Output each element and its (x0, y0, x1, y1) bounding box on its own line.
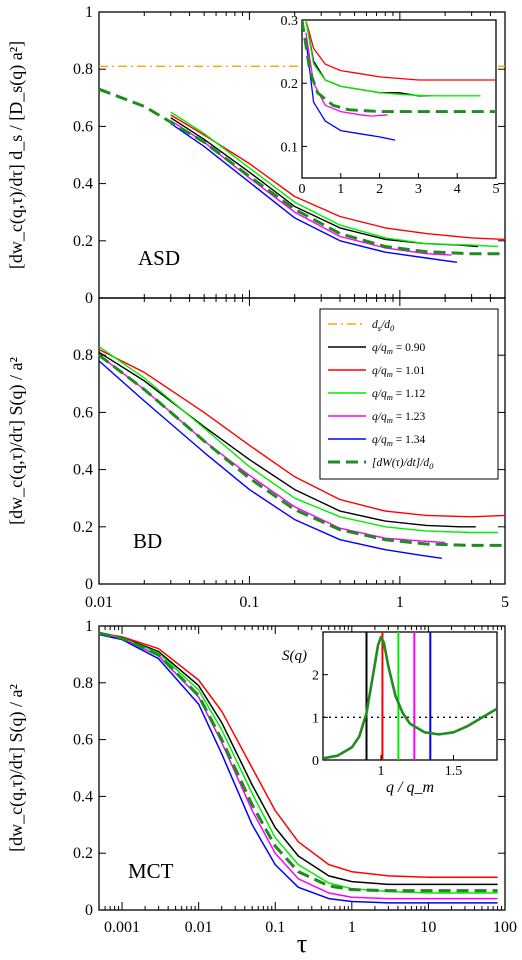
mct-ylabel: [dw_c(q,τ)/dτ] S(q) / a² (6, 684, 27, 852)
bd-y-ticks: 0 0.2 0.4 0.6 0.8 (73, 347, 505, 593)
asd-inset-ytick-label: 0.1 (281, 140, 299, 155)
asd-inset-frame (301, 19, 497, 179)
bd-xtick-label: 5 (501, 594, 509, 611)
asd-inset-xtick-label: 0 (299, 182, 306, 197)
bd-ytick-label: 0.4 (73, 462, 93, 479)
mct-inset-xlabel: q / q_m (386, 779, 434, 796)
asd-ytick-label: 0.8 (73, 61, 93, 78)
mct-xtick-label: 0.001 (104, 919, 140, 936)
asd-inset-background (302, 20, 496, 178)
legend-label-dsd0: ds/d0 (372, 319, 395, 333)
mct-xtick-label: 100 (493, 919, 517, 936)
mct-inset-title: S(q) (282, 648, 307, 664)
mct-inset: S(q) q / q_m 1 1.5 0 1 2 (282, 631, 498, 796)
mct-xtick-label: 0.1 (265, 919, 285, 936)
mct-inset-sq-curve (323, 635, 497, 760)
bd-legend: ds/d0 q/qm = 0.90 q/qm = 1.01 q/qm = 1.12 q/… (319, 308, 499, 480)
asd-inset-xtick-label: 5 (493, 182, 500, 197)
mct-ytick-label: 0.8 (73, 675, 93, 692)
mct-ytick-label: 0.6 (73, 732, 93, 749)
mct-ytick-label: 1 (85, 618, 93, 635)
asd-inset-series-q134 (305, 38, 396, 141)
legend-label-q101: q/qm = 1.01 (372, 365, 425, 379)
asd-inset-xtick-label: 3 (415, 182, 422, 197)
bd-ytick-label: 0.6 (73, 404, 93, 421)
mct-xlabel: τ (297, 929, 307, 958)
bd-xtick-label: 1 (396, 594, 404, 611)
mct-x-ticks: 0.001 0.01 0.1 1 10 100 (98, 626, 517, 936)
legend-label-dWdt: [dW(τ)/dt]/d0 (372, 457, 434, 471)
asd-series-q134 (170, 122, 458, 263)
mct-series-q090 (98, 632, 498, 886)
asd-series-dWdt (98, 87, 505, 256)
mct-series-dWdt (98, 631, 498, 893)
bd-ylabel: [dw_c(q,τ)/dτ] S(q) / a² (6, 357, 27, 525)
mct-series-q134 (98, 633, 498, 904)
bd-frame (98, 297, 506, 585)
legend-label-q123: q/qm = 1.23 (372, 411, 425, 425)
mct-frame (98, 625, 506, 911)
asd-ytick-label: 0.2 (73, 233, 93, 250)
legend-box (319, 308, 499, 480)
bd-ytick-label: 0.2 (73, 519, 93, 536)
bd-series-q101 (98, 348, 506, 518)
asd-inset: 0 1 2 3 4 5 0.1 0.2 0.3 (281, 14, 500, 197)
bd-xtick-label: 0.1 (239, 594, 259, 611)
asd-ytick-label: 0 (85, 290, 93, 307)
mct-xtick-label: 1 (348, 919, 356, 936)
mct-inset-plot-area (323, 632, 497, 760)
mct-xtick-label: 0.01 (185, 919, 213, 936)
mct-y-ticks: 0 0.2 0.4 0.6 0.8 1 (73, 618, 505, 919)
asd-inset-series-q112 (305, 20, 481, 97)
asd-inset-ytick-label: 0.3 (281, 14, 299, 29)
bd-series-q112 (98, 346, 499, 534)
mct-inset-xtick-label: 1 (378, 764, 385, 779)
panel-asd: ASD [dw_c(q,τ)/dτ] d_s / [D_s(q) a²] 0 0.… (6, 4, 506, 307)
bd-x-ticks: 0.01 0.1 1 5 (85, 298, 509, 611)
bd-ytick-label: 0 (85, 576, 93, 593)
asd-ytick-label: 0.6 (73, 118, 93, 135)
legend-label-q112: q/qm = 1.12 (372, 388, 425, 402)
asd-inset-plot-area (302, 20, 496, 141)
asd-inset-series-dWdt (302, 20, 496, 114)
asd-inset-ytick-label: 0.2 (281, 77, 299, 92)
bd-xtick-label: 0.01 (85, 594, 113, 611)
legend-rows: ds/d0 q/qm = 0.90 q/qm = 1.01 q/qm = 1.12 q/… (328, 319, 434, 471)
legend-label-q134: q/qm = 1.34 (372, 434, 425, 448)
asd-inset-xtick-label: 2 (376, 182, 383, 197)
mct-ytick-label: 0 (85, 902, 93, 919)
bd-panel-label: BD (133, 529, 162, 553)
mct-plot-area (98, 631, 498, 904)
asd-ytick-label: 1 (85, 4, 93, 21)
asd-panel-label: ASD (138, 246, 180, 270)
mct-ytick-label: 0.4 (73, 788, 93, 805)
asd-series-q112 (170, 111, 499, 248)
asd-inset-xtick-label: 4 (454, 182, 461, 197)
panel-bd: BD [dw_c(q,τ)/dτ] S(q) / a² 00.20.40.60.… (6, 297, 509, 611)
mct-inset-ticks: 1 1.5 0 1 2 (312, 669, 462, 779)
bd-plot-area (98, 346, 506, 559)
asd-ytick-label: 0.4 (73, 176, 93, 193)
mct-series-q101 (98, 632, 498, 879)
asd-inset-xtick-label: 1 (337, 182, 344, 197)
asd-y-ticks: 0 0.2 0.4 0.6 0.8 1 (73, 4, 506, 307)
asd-ylabel: [dw_c(q,τ)/dτ] d_s / [D_s(q) a²] (6, 41, 27, 269)
mct-inset-ytick-label: 2 (312, 669, 319, 684)
mct-inset-ytick-label: 0 (312, 754, 319, 769)
mct-xtick-label: 10 (420, 919, 436, 936)
mct-ytick-label: 0.2 (73, 845, 93, 862)
mct-inset-ytick-label: 1 (312, 711, 319, 726)
panel-mct: MCT [dw_c(q,τ)/dτ] S(q) / a² τ 0 0.2 0.4 0.… (6, 618, 517, 958)
mct-panel-label: MCT (128, 859, 174, 883)
mct-inset-background (323, 632, 497, 760)
legend-label-q090: q/qm = 0.90 (372, 342, 425, 356)
asd-inset-ticks: 0 1 2 3 4 5 0.1 0.2 0.3 (281, 14, 500, 197)
mct-inset-frame (322, 631, 498, 761)
mct-inset-xtick-label: 1.5 (445, 764, 463, 779)
asd-inset-series-q101 (305, 20, 496, 81)
bd-series-q134 (98, 360, 442, 559)
bd-ytick-label: 0.8 (73, 347, 93, 364)
bd-series-dWdt (98, 354, 505, 547)
